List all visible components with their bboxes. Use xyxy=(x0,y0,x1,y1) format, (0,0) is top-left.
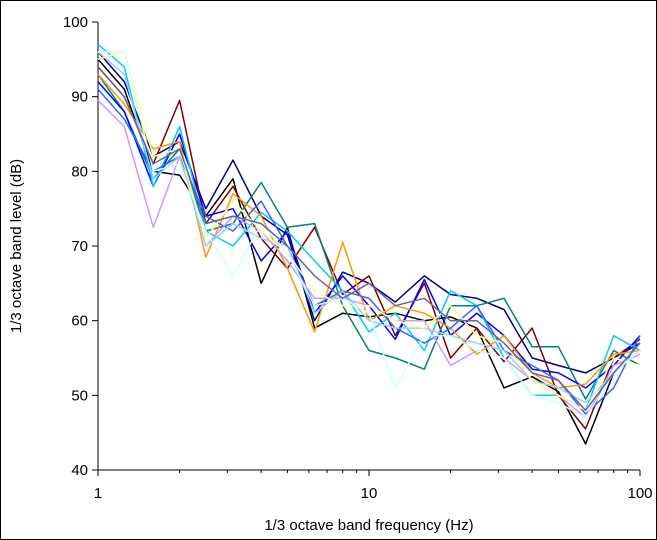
y-tick-label: 90 xyxy=(71,89,88,106)
y-tick-label: 60 xyxy=(71,313,88,330)
x-axis-title: 1/3 octave band frequency (Hz) xyxy=(264,517,473,534)
y-tick-label: 100 xyxy=(63,14,88,31)
axes xyxy=(92,21,641,476)
series-line-3 xyxy=(97,66,641,430)
series-line-7 xyxy=(97,73,641,389)
y-axis-title: 1/3 octave band level (dB) xyxy=(8,159,25,333)
series-line-11 xyxy=(97,51,641,412)
series-lines xyxy=(97,43,641,445)
y-tick-label: 80 xyxy=(71,163,88,180)
x-tick-label: 100 xyxy=(627,485,652,502)
y-tick-label: 70 xyxy=(71,238,88,255)
series-line-1 xyxy=(97,58,641,445)
y-tick-label: 40 xyxy=(71,462,88,479)
series-line-6 xyxy=(97,43,641,412)
series-line-4 xyxy=(97,73,641,400)
x-tick-label: 10 xyxy=(361,485,378,502)
series-line-13 xyxy=(97,66,641,412)
series-line-9 xyxy=(97,99,641,419)
y-tick-label: 50 xyxy=(71,387,88,404)
series-line-12 xyxy=(98,51,641,419)
x-tick-label: 1 xyxy=(94,485,102,502)
